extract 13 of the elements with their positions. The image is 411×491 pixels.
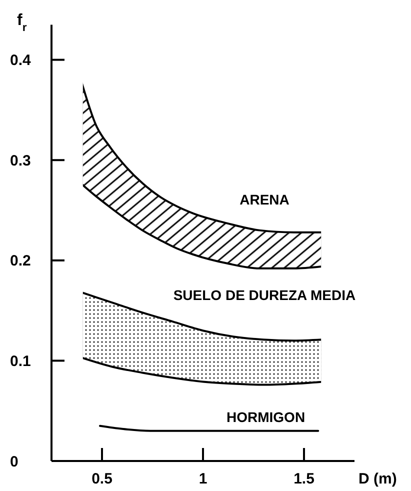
y-tick-label: 0.4 — [10, 52, 32, 70]
x-tick-label: 1 — [198, 470, 208, 488]
legend-label: ARENA — [240, 192, 290, 208]
x-tick-label: 1.5 — [294, 470, 314, 488]
y-tick-label: 0.3 — [10, 152, 31, 170]
y-tick-label: 0 — [10, 453, 18, 470]
y-axis-title: f$_{r}$ — [17, 12, 28, 34]
x-tick-label: 0.5 — [92, 470, 112, 488]
series-label: HORMIGON — [226, 408, 306, 425]
x-axis-title: D (m) — [358, 470, 397, 488]
y-tick-label: 0.2 — [10, 252, 31, 270]
y-tick-label: 0.1 — [10, 352, 31, 370]
legend-label: SUELO DE DUREZA MEDIA — [173, 286, 356, 303]
